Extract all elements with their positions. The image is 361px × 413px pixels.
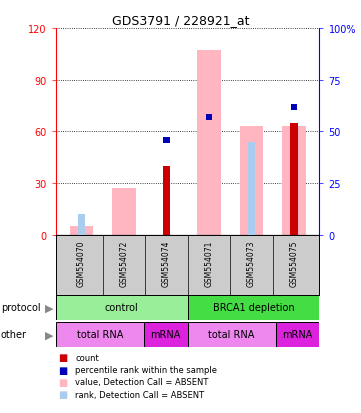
Text: GSM554072: GSM554072 bbox=[119, 240, 129, 287]
Text: BRCA1 depletion: BRCA1 depletion bbox=[213, 303, 295, 313]
Text: GSM554070: GSM554070 bbox=[77, 240, 86, 287]
Text: other: other bbox=[1, 330, 27, 339]
Text: protocol: protocol bbox=[1, 303, 40, 313]
Text: GSM554075: GSM554075 bbox=[290, 240, 299, 287]
Bar bbox=[282, 127, 306, 235]
Bar bbox=[56, 322, 144, 347]
Text: ▶: ▶ bbox=[44, 330, 53, 339]
Bar bbox=[70, 227, 93, 235]
Bar bbox=[144, 322, 188, 347]
Text: GDS3791 / 228921_at: GDS3791 / 228921_at bbox=[112, 14, 249, 27]
Text: GSM554073: GSM554073 bbox=[247, 240, 256, 287]
Bar bbox=[290, 123, 298, 235]
Text: GSM554071: GSM554071 bbox=[204, 240, 213, 287]
Bar bbox=[205, 114, 212, 121]
Bar bbox=[240, 127, 263, 235]
Bar bbox=[197, 51, 221, 235]
Text: GSM554074: GSM554074 bbox=[162, 240, 171, 287]
Bar bbox=[188, 295, 319, 320]
Bar bbox=[188, 322, 275, 347]
Bar bbox=[163, 138, 170, 144]
Text: ■: ■ bbox=[58, 352, 67, 362]
Bar bbox=[275, 322, 319, 347]
Text: total RNA: total RNA bbox=[77, 330, 123, 339]
Text: percentile rank within the sample: percentile rank within the sample bbox=[75, 365, 217, 374]
Bar bbox=[248, 142, 255, 235]
Text: ■: ■ bbox=[58, 389, 67, 399]
Text: ■: ■ bbox=[58, 365, 67, 375]
Text: mRNA: mRNA bbox=[282, 330, 313, 339]
Text: ▶: ▶ bbox=[44, 303, 53, 313]
Text: value, Detection Call = ABSENT: value, Detection Call = ABSENT bbox=[75, 377, 208, 387]
Bar bbox=[56, 295, 188, 320]
Text: control: control bbox=[105, 303, 139, 313]
Text: ■: ■ bbox=[58, 377, 67, 387]
Text: count: count bbox=[75, 353, 99, 362]
Text: total RNA: total RNA bbox=[208, 330, 255, 339]
Bar bbox=[78, 215, 85, 235]
Text: rank, Detection Call = ABSENT: rank, Detection Call = ABSENT bbox=[75, 390, 204, 399]
Text: mRNA: mRNA bbox=[151, 330, 181, 339]
Bar bbox=[112, 189, 136, 235]
Bar bbox=[291, 104, 297, 111]
Bar bbox=[163, 166, 170, 235]
